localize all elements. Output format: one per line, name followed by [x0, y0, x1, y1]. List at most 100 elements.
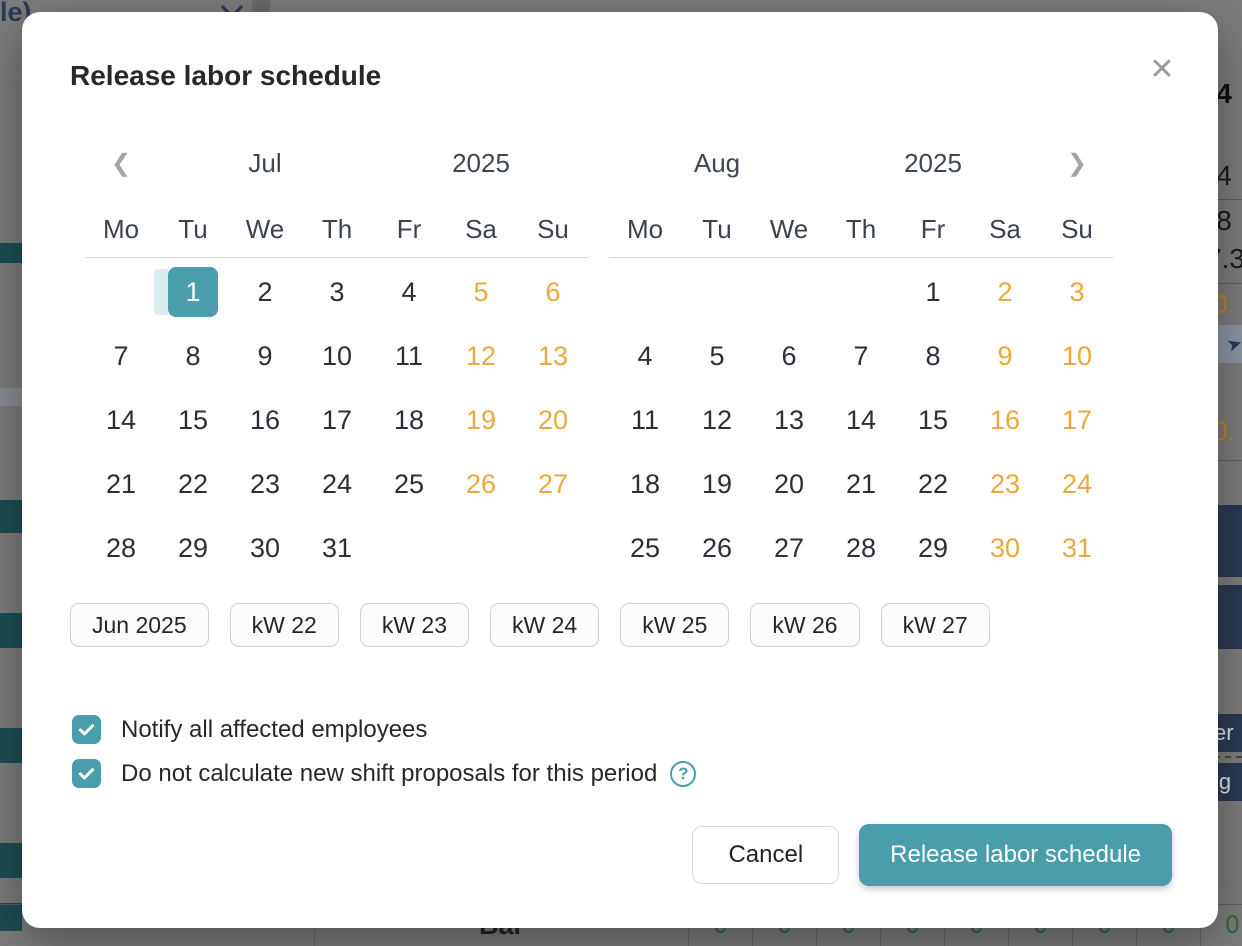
day-cell-jul-13[interactable]: 13 [517, 324, 589, 388]
day-cell-jul-30[interactable]: 30 [229, 516, 301, 580]
day-cell-aug-13[interactable]: 13 [753, 388, 825, 452]
day-cell-jul-20[interactable]: 20 [517, 388, 589, 452]
day-cell-jul-3[interactable]: 3 [301, 260, 373, 324]
day-cell-jul-27[interactable]: 27 [517, 452, 589, 516]
day-cell-aug-29[interactable]: 29 [897, 516, 969, 580]
day-cell-jul-25[interactable]: 25 [373, 452, 445, 516]
day-cell-jul-4[interactable]: 4 [373, 260, 445, 324]
week-chip-kw-25[interactable]: kW 25 [620, 603, 730, 647]
day-number: 24 [1061, 468, 1093, 499]
day-cell-aug-17[interactable]: 17 [1041, 388, 1113, 452]
day-cell-aug-9[interactable]: 9 [969, 324, 1041, 388]
day-number: 26 [465, 468, 497, 499]
day-cell-aug-20[interactable]: 20 [753, 452, 825, 516]
bg-table-bar-fragment [0, 843, 22, 878]
day-cell-jul-9[interactable]: 9 [229, 324, 301, 388]
day-cell-aug-3[interactable]: 3 [1041, 260, 1113, 324]
day-cell-jul-16[interactable]: 16 [229, 388, 301, 452]
checkbox-checked-icon[interactable] [72, 715, 101, 744]
day-number: 29 [917, 532, 949, 563]
day-cell-empty [373, 516, 445, 580]
day-cell-jul-31[interactable]: 31 [301, 516, 373, 580]
week-chip-kw-22[interactable]: kW 22 [229, 603, 339, 647]
calendar-month-aug: Aug 2025 ❯ Mo Tu We Th Fr Sa Su 1 2 3 4 5 6 7 8 9 10 11 12 13 1… [609, 140, 1113, 580]
day-cell-aug-12[interactable]: 12 [681, 388, 753, 452]
day-cell-aug-7[interactable]: 7 [825, 324, 897, 388]
next-month-icon[interactable]: ❯ [1066, 149, 1088, 177]
bg-table-value-fragment: 4 [1216, 160, 1232, 191]
day-cell-aug-31[interactable]: 31 [1041, 516, 1113, 580]
day-cell-aug-6[interactable]: 6 [753, 324, 825, 388]
day-number: 31 [1061, 532, 1093, 563]
day-number: 11 [394, 340, 424, 371]
day-cell-jul-1[interactable]: 1 [154, 260, 229, 324]
week-chip-kw-23[interactable]: kW 23 [359, 603, 470, 647]
day-cell-jul-22[interactable]: 22 [157, 452, 229, 516]
day-cell-jul-21[interactable]: 21 [85, 452, 157, 516]
day-cell-jul-26[interactable]: 26 [445, 452, 517, 516]
day-cell-jul-23[interactable]: 23 [229, 452, 301, 516]
checkbox-row-1[interactable]: Do not calculate new shift proposals for… [72, 759, 697, 788]
cancel-button[interactable]: Cancel [692, 826, 840, 884]
help-icon[interactable]: ? [670, 760, 697, 787]
day-number: 20 [537, 404, 569, 435]
day-cell-aug-30[interactable]: 30 [969, 516, 1041, 580]
day-cell-jul-14[interactable]: 14 [85, 388, 157, 452]
day-cell-aug-15[interactable]: 15 [897, 388, 969, 452]
day-cell-jul-2[interactable]: 2 [229, 260, 301, 324]
weekday-label: Th [845, 214, 877, 244]
day-cell-aug-22[interactable]: 22 [897, 452, 969, 516]
day-cell-aug-18[interactable]: 18 [609, 452, 681, 516]
bg-button-fragment: er [1214, 714, 1242, 752]
weekday-label: Fr [920, 214, 946, 244]
day-number: 12 [465, 340, 497, 371]
day-cell-jul-15[interactable]: 15 [157, 388, 229, 452]
week-chip-kw-24[interactable]: kW 24 [490, 603, 600, 647]
day-cell-aug-24[interactable]: 24 [1041, 452, 1113, 516]
day-cell-aug-5[interactable]: 5 [681, 324, 753, 388]
day-cell-jul-10[interactable]: 10 [301, 324, 373, 388]
day-cell-aug-19[interactable]: 19 [681, 452, 753, 516]
day-cell-jul-7[interactable]: 7 [85, 324, 157, 388]
day-cell-aug-14[interactable]: 14 [825, 388, 897, 452]
week-chip-kw-27[interactable]: kW 27 [880, 603, 990, 647]
day-cell-aug-23[interactable]: 23 [969, 452, 1041, 516]
day-cell-jul-12[interactable]: 12 [445, 324, 517, 388]
day-cell-jul-19[interactable]: 19 [445, 388, 517, 452]
day-cell-jul-29[interactable]: 29 [157, 516, 229, 580]
day-grid: 1 2 3 4 5 6 7 8 9 10 11 12 13 14 15 16 17 18 19 20 21 22 23 24 2… [85, 260, 589, 580]
day-cell-aug-27[interactable]: 27 [753, 516, 825, 580]
day-cell-aug-1[interactable]: 1 [897, 260, 969, 324]
checkbox-checked-icon[interactable] [72, 759, 101, 788]
week-chip-jun-2025[interactable]: Jun 2025 [70, 603, 209, 647]
close-icon[interactable]: ✕ [1140, 48, 1184, 92]
day-cell-aug-28[interactable]: 28 [825, 516, 897, 580]
checkbox-row-0[interactable]: Notify all affected employees [72, 715, 696, 744]
day-cell-jul-18[interactable]: 18 [373, 388, 445, 452]
week-chip-kw-26[interactable]: kW 26 [750, 603, 860, 647]
day-cell-jul-28[interactable]: 28 [85, 516, 157, 580]
day-cell-aug-26[interactable]: 26 [681, 516, 753, 580]
day-cell-jul-8[interactable]: 8 [157, 324, 229, 388]
day-number: 6 [545, 276, 561, 307]
prev-month-icon[interactable]: ❮ [110, 149, 132, 177]
day-cell-aug-16[interactable]: 16 [969, 388, 1041, 452]
day-cell-jul-17[interactable]: 17 [301, 388, 373, 452]
day-cell-aug-25[interactable]: 25 [609, 516, 681, 580]
release-labor-schedule-button[interactable]: Release labor schedule [859, 824, 1172, 886]
day-cell-aug-4[interactable]: 4 [609, 324, 681, 388]
day-cell-aug-8[interactable]: 8 [897, 324, 969, 388]
day-cell-jul-11[interactable]: 11 [373, 324, 445, 388]
day-cell-aug-10[interactable]: 10 [1041, 324, 1113, 388]
day-cell-aug-11[interactable]: 11 [609, 388, 681, 452]
day-cell-aug-21[interactable]: 21 [825, 452, 897, 516]
day-number: 25 [393, 468, 425, 499]
day-number: 11 [630, 404, 660, 435]
day-cell-aug-2[interactable]: 2 [969, 260, 1041, 324]
day-cell-jul-24[interactable]: 24 [301, 452, 373, 516]
day-cell-jul-5[interactable]: 5 [445, 260, 517, 324]
day-number: 25 [629, 532, 661, 563]
day-cell-jul-6[interactable]: 6 [517, 260, 589, 324]
day-number: 4 [637, 340, 653, 371]
dialog-footer: Cancel Release labor schedule [692, 824, 1172, 886]
